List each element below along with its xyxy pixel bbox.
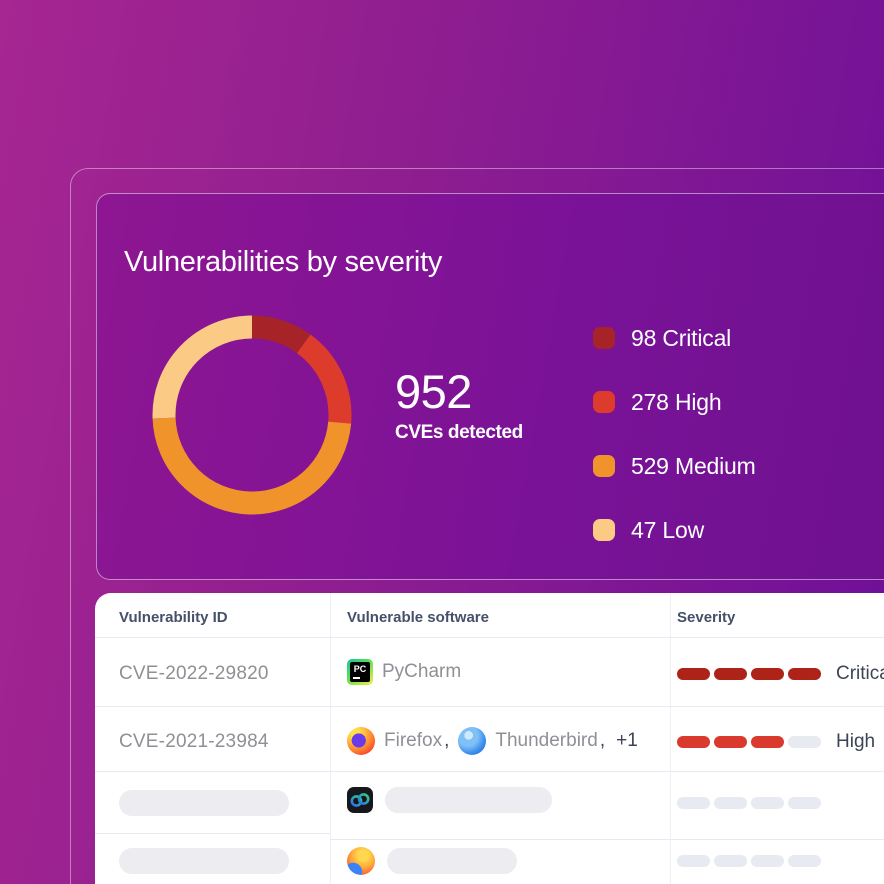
table-row-1-software[interactable]: PC PyCharm — [347, 659, 461, 685]
vulnerabilities-table: Vulnerability ID Vulnerable software Sev… — [95, 593, 884, 884]
table-row-4-software-skeleton — [347, 847, 517, 875]
skeleton-pill — [119, 790, 289, 816]
window-outline — [70, 168, 884, 884]
severity-dashes — [677, 668, 821, 680]
legend-item-low: 47 Low — [593, 516, 756, 543]
total-cves-number: 952 — [395, 365, 472, 418]
header-severity: Severity — [677, 609, 736, 626]
low-swatch-icon — [593, 519, 615, 541]
table-row-4-id-skeleton — [119, 848, 289, 874]
software-name: Thunderbird — [495, 730, 598, 751]
webex-icon — [347, 787, 373, 813]
severity-dashes — [677, 736, 821, 748]
thunderbird-icon — [458, 727, 487, 755]
row-divider — [95, 637, 884, 638]
table-row-2-severity: High — [677, 731, 875, 753]
firefox-icon — [347, 727, 375, 755]
row-divider — [330, 839, 884, 840]
column-divider — [670, 593, 671, 884]
header-vulnerable-software: Vulnerable software — [347, 609, 489, 626]
high-count: 278 — [631, 388, 669, 415]
row-divider — [95, 771, 884, 772]
low-label: Low — [662, 516, 704, 543]
total-cves-stat: 952 CVEs detected — [395, 366, 523, 444]
severity-donut-chart — [151, 314, 353, 516]
legend-item-high: 278 High — [593, 388, 756, 415]
table-row-1-cve-id[interactable]: CVE-2022-29820 — [119, 663, 269, 684]
table-row-1-severity: Critical — [677, 663, 884, 685]
medium-count: 529 — [631, 452, 669, 479]
medium-swatch-icon — [593, 455, 615, 477]
table-row-3-severity-skeleton — [677, 797, 821, 809]
legend-item-medium: 529 Medium — [593, 452, 756, 479]
skeleton-pill — [119, 848, 289, 874]
high-label: High — [674, 388, 722, 415]
critical-swatch-icon — [593, 327, 615, 349]
medium-label: Medium — [674, 452, 756, 479]
flame-app-icon — [347, 847, 375, 875]
severity-dashes-skeleton — [677, 797, 821, 809]
severity-dashes-skeleton — [677, 855, 821, 867]
critical-label: Critical — [662, 324, 732, 351]
skeleton-pill — [387, 848, 517, 874]
panel-title: Vulnerabilities by severity — [124, 246, 443, 279]
total-cves-caption: CVEs detected — [395, 421, 523, 443]
skeleton-pill — [385, 787, 552, 813]
table-row-3-id-skeleton — [119, 790, 289, 816]
row-divider — [95, 706, 884, 707]
table-row-3-software-skeleton — [347, 787, 552, 813]
header-vulnerability-id: Vulnerability ID — [119, 609, 228, 626]
high-swatch-icon — [593, 391, 615, 413]
more-software-count[interactable]: +1 — [616, 730, 638, 751]
software-name: PyCharm — [382, 661, 462, 682]
separator: , — [599, 730, 606, 751]
legend-item-critical: 98 Critical — [593, 324, 756, 351]
severity-label: Critical — [836, 663, 884, 684]
vulnerabilities-by-severity-panel: Vulnerabilities by severity 952 CVEs det… — [96, 193, 884, 580]
severity-legend: 98 Critical 278 High 529 Medium 47 Low — [593, 324, 756, 543]
low-count: 47 — [631, 516, 657, 543]
severity-label: High — [836, 731, 876, 752]
row-divider — [95, 833, 330, 834]
software-name: Firefox — [384, 730, 443, 751]
donut-chart-svg — [152, 315, 352, 515]
table-row-4-severity-skeleton — [677, 855, 821, 867]
critical-count: 98 — [631, 324, 657, 351]
pycharm-icon: PC — [347, 659, 373, 685]
column-divider — [330, 593, 331, 884]
table-row-2-cve-id[interactable]: CVE-2021-23984 — [119, 731, 269, 752]
table-row-2-software[interactable]: Firefox, Thunderbird, +1 — [347, 727, 638, 755]
separator: , — [444, 730, 450, 751]
